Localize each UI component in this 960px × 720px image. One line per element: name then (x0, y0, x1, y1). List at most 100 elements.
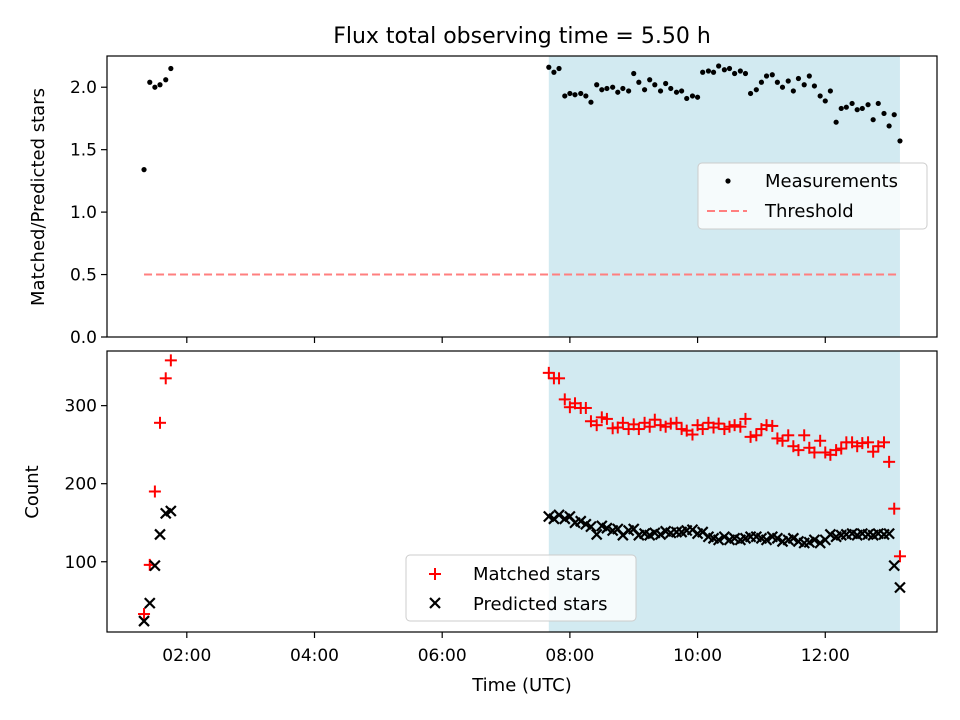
measurement-point (626, 88, 632, 94)
top-y-tick-label: 2.0 (70, 78, 97, 98)
matched-star-point (739, 412, 752, 425)
top-legend: Measurements Threshold (697, 162, 928, 230)
matched-star-point (542, 366, 555, 379)
matched-star-point (878, 436, 891, 449)
legend-predicted-label: Predicted stars (473, 594, 607, 615)
matched-star-point (159, 372, 172, 385)
chart-title: Flux total observing time = 5.50 h (333, 24, 711, 49)
predicted-star-point (787, 532, 800, 545)
matched-star-point (734, 420, 747, 433)
x-axis-label: Time (UTC) (471, 675, 572, 696)
predicted-star-point (654, 528, 667, 541)
top-y-axis-label: Matched/Predicted stars (28, 88, 49, 306)
predicted-star-point (718, 530, 731, 543)
matched-star-point (782, 429, 795, 442)
measurement-point (157, 82, 163, 88)
matched-star-point (686, 428, 699, 441)
predicted-star-point (814, 537, 826, 549)
matched-star-point (862, 436, 875, 449)
predicted-star-point (760, 534, 773, 546)
measurement-point (822, 98, 828, 104)
measurement-point (742, 70, 749, 77)
measurement-point (886, 123, 892, 129)
predicted-star-point (590, 528, 603, 541)
measurement-point (726, 65, 733, 72)
matched-star-point (579, 401, 592, 414)
matched-star-point (728, 419, 741, 432)
matched-star-point (595, 411, 608, 424)
matched-star-point (867, 445, 880, 458)
matched-star-point (798, 429, 811, 442)
measurements-series (141, 63, 903, 173)
measurement-point (763, 73, 770, 79)
matched-star-point (766, 419, 779, 432)
measurement-point (806, 73, 812, 79)
measurement-point (865, 102, 871, 108)
x-tick-label: 06:00 (418, 646, 467, 666)
measurement-point (849, 100, 855, 107)
x-tick-label: 10:00 (673, 646, 722, 666)
matched-star-point (675, 423, 688, 436)
measurement-point (599, 87, 605, 93)
predicted-star-point (585, 520, 597, 533)
predicted-star-point (138, 615, 150, 627)
measurement-point (668, 85, 674, 92)
matched-star-point (643, 420, 656, 433)
measurement-point (562, 93, 568, 99)
matched-star-point (830, 444, 843, 457)
measurement-point (694, 94, 701, 100)
predicted-star-point (574, 515, 587, 527)
measurement-point (801, 82, 807, 88)
matched-star-point (153, 416, 166, 429)
matched-star-point (718, 423, 731, 436)
predicted-stars-series (138, 505, 906, 627)
top-y-tick-label: 0.0 (70, 328, 97, 348)
measurement-point (620, 85, 626, 92)
bottom-plot-frame (106, 350, 938, 633)
measurement-point (657, 88, 664, 94)
predicted-star-point (553, 509, 565, 521)
measurement-point (578, 90, 584, 97)
measurement-point (168, 65, 174, 72)
matched-star-point (814, 434, 827, 447)
top-y-tick-label: 1.5 (70, 141, 97, 161)
measurement-point (710, 69, 717, 75)
measurement-point (604, 85, 610, 92)
matched-star-point (558, 393, 571, 406)
x-tick-label: 12:00 (801, 646, 850, 666)
matched-star-point (776, 434, 789, 447)
measurement-point (721, 67, 727, 73)
matched-star-point (744, 430, 757, 443)
measurement-point (546, 64, 552, 70)
matched-star-point (138, 608, 151, 621)
measurement-point (737, 68, 743, 74)
measurement-point (859, 105, 865, 112)
matched-star-point (771, 432, 784, 445)
legend-predicted-marker (429, 597, 441, 609)
matched-star-point (148, 485, 161, 498)
matched-star-point (883, 455, 896, 468)
bottom-legend-box (405, 554, 637, 622)
predicted-star-point (670, 526, 683, 538)
measurement-point (817, 93, 823, 99)
measurement-point (636, 79, 642, 85)
top-x-axis-ticks (186, 337, 826, 343)
measurement-point (647, 77, 653, 83)
measurement-point (891, 112, 897, 118)
matched-star-point (164, 354, 177, 367)
legend-matched-label: Matched stars (473, 564, 600, 585)
measurement-point (881, 110, 887, 117)
predicted-star-point (149, 559, 161, 572)
legend-matched-marker (429, 568, 441, 580)
measurement-point (795, 75, 802, 82)
top-panel: 0.00.51.01.52.0 Matched/Predicted stars … (28, 55, 938, 348)
measurement-point (811, 83, 818, 89)
predicted-star-point (894, 581, 906, 594)
bottom-y-tick-label: 300 (65, 397, 97, 417)
top-plot-frame (106, 55, 938, 338)
top-y-axis-ticks: 0.0 0.5 1.0 1.5 2.0 (70, 78, 107, 348)
measurement-point (679, 88, 685, 94)
measurement-point (152, 84, 158, 90)
matched-star-point (750, 429, 763, 442)
